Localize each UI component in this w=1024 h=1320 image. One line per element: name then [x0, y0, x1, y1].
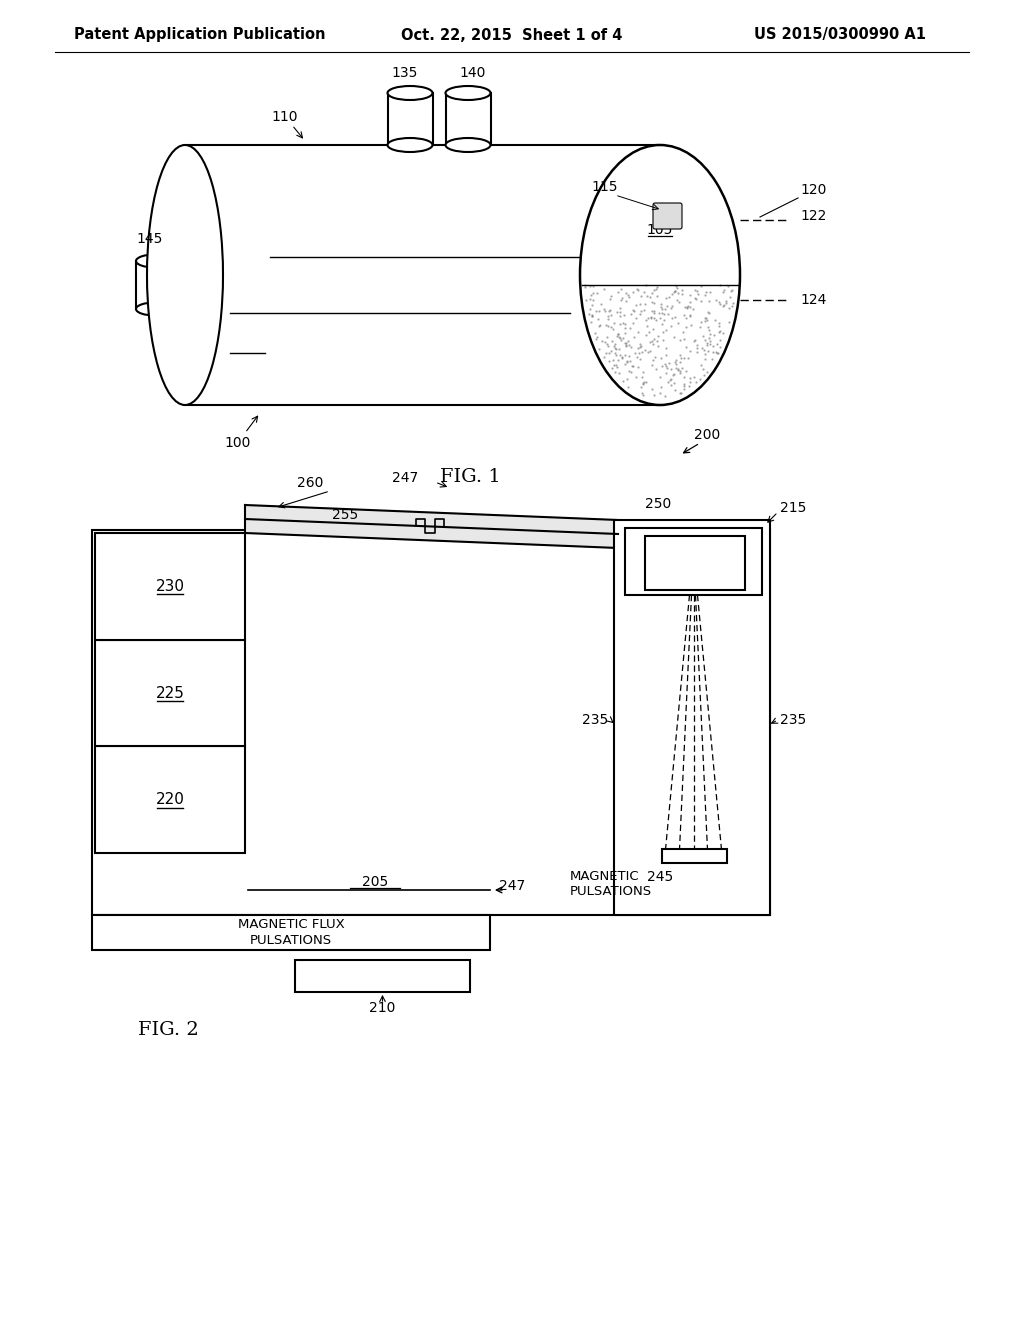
Text: 247: 247 — [392, 471, 418, 484]
Text: MAGNETIC
PULSATIONS: MAGNETIC PULSATIONS — [570, 870, 652, 898]
FancyBboxPatch shape — [653, 203, 682, 228]
Text: 110: 110 — [271, 110, 298, 124]
Ellipse shape — [136, 302, 174, 315]
Bar — [295, 960, 470, 993]
Text: US 2015/0300990 A1: US 2015/0300990 A1 — [754, 28, 926, 42]
Text: Patent Application Publication: Patent Application Publication — [75, 28, 326, 42]
Bar — [95, 533, 245, 640]
Text: 260: 260 — [297, 477, 324, 490]
Text: 235: 235 — [780, 713, 806, 727]
Text: 230: 230 — [156, 579, 184, 594]
Text: 205: 205 — [361, 875, 388, 888]
Text: 220: 220 — [156, 792, 184, 807]
Text: 124: 124 — [800, 293, 826, 308]
Bar — [92, 531, 770, 915]
Text: 240: 240 — [685, 554, 712, 569]
Text: 245: 245 — [647, 870, 673, 884]
Text: 100: 100 — [225, 436, 251, 450]
Text: 120: 120 — [800, 183, 826, 197]
Text: MAGNETIC FLUX
PULSATIONS: MAGNETIC FLUX PULSATIONS — [238, 919, 344, 946]
Text: 255: 255 — [332, 508, 358, 521]
Text: 210: 210 — [370, 1001, 395, 1015]
Bar — [625, 528, 762, 595]
Text: 200: 200 — [694, 428, 720, 442]
Bar — [645, 536, 745, 590]
Text: FIG. 1: FIG. 1 — [439, 469, 501, 486]
Text: 225: 225 — [156, 685, 184, 701]
Text: 215: 215 — [780, 502, 806, 515]
Ellipse shape — [445, 139, 490, 152]
Text: 115: 115 — [592, 180, 618, 194]
Bar — [388, 92, 433, 145]
Bar — [614, 520, 770, 915]
Ellipse shape — [387, 86, 432, 100]
Ellipse shape — [387, 139, 432, 152]
Ellipse shape — [147, 145, 223, 405]
Bar — [662, 849, 726, 863]
Bar — [136, 261, 174, 309]
Text: 145: 145 — [137, 232, 163, 246]
Text: 105: 105 — [647, 223, 673, 238]
Text: 122: 122 — [800, 209, 826, 223]
Bar — [92, 915, 490, 950]
Text: Oct. 22, 2015  Sheet 1 of 4: Oct. 22, 2015 Sheet 1 of 4 — [401, 28, 623, 42]
Text: 250: 250 — [645, 498, 671, 511]
Text: 235: 235 — [582, 713, 608, 727]
Polygon shape — [245, 506, 618, 548]
Text: 140: 140 — [460, 66, 486, 81]
Bar — [446, 92, 490, 145]
Ellipse shape — [445, 86, 490, 100]
Ellipse shape — [580, 145, 740, 405]
Text: 247: 247 — [499, 879, 525, 894]
Bar — [95, 640, 245, 746]
Bar — [95, 746, 245, 853]
Text: FIG. 2: FIG. 2 — [137, 1020, 199, 1039]
Ellipse shape — [136, 255, 174, 268]
Text: 135: 135 — [392, 66, 418, 81]
